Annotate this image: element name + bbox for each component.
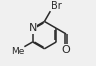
- Text: O: O: [62, 45, 70, 55]
- Text: N: N: [28, 23, 37, 33]
- Text: Br: Br: [51, 1, 61, 11]
- Text: Me: Me: [11, 47, 24, 56]
